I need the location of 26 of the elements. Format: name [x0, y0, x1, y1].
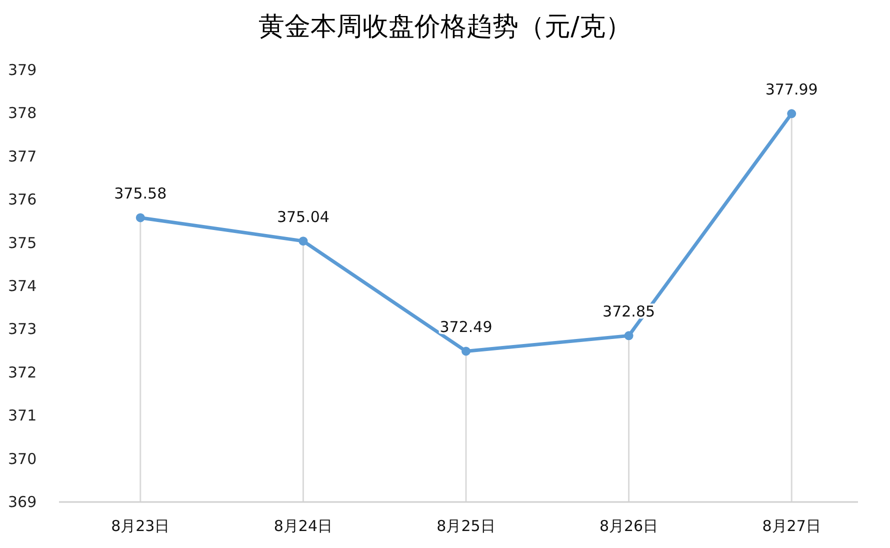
y-tick-label: 374 [8, 277, 37, 295]
data-label: 372.49 [440, 318, 492, 336]
x-tick-label: 8月24日 [274, 517, 333, 535]
y-tick-label: 369 [8, 493, 37, 511]
point [787, 109, 796, 118]
x-tick-label: 8月23日 [111, 517, 170, 535]
point [298, 236, 308, 246]
point [624, 331, 634, 340]
y-tick-label: 375 [8, 234, 37, 252]
data-label: 375.04 [276, 208, 330, 226]
point [462, 346, 470, 356]
data-label: 377.99 [765, 80, 818, 99]
y-tick-label: 378 [8, 104, 37, 122]
y-tick-label: 371 [8, 406, 37, 425]
y-tick-label: 372 [8, 363, 37, 382]
x-tick-label: 8月25日 [436, 517, 496, 535]
x-tick-label: 8月27日 [762, 517, 821, 535]
x-tick-label: 8月26日 [599, 517, 658, 535]
chart-title: 黄金本周收盘价格趋势（元/克） [258, 12, 632, 42]
data-label: 375.58 [114, 184, 167, 203]
y-tick-label: 379 [8, 61, 37, 79]
point [136, 213, 145, 222]
y-tick-label: 373 [8, 320, 37, 338]
y-tick-label: 376 [8, 190, 37, 209]
y-tick-label: 370 [8, 450, 37, 468]
y-tick-label: 377 [8, 147, 37, 166]
